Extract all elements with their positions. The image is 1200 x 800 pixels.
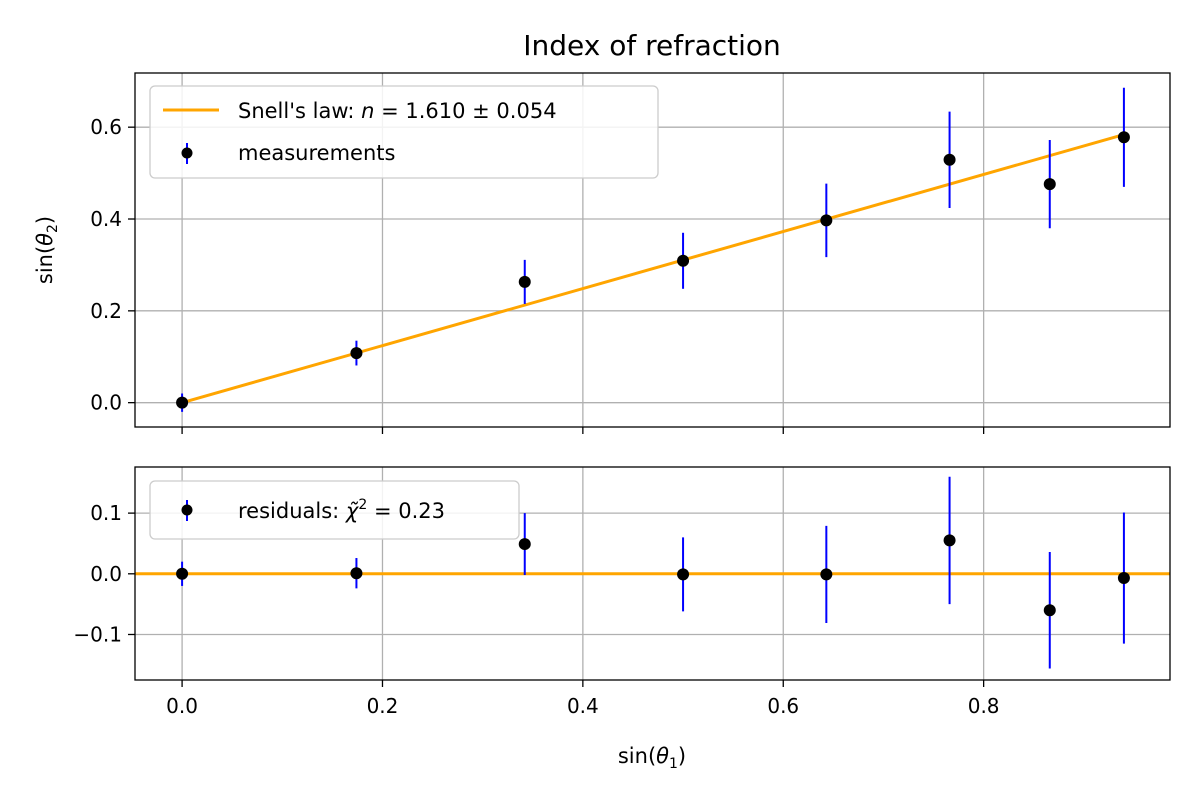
bottom-y-tick-label: 0.0 — [90, 562, 122, 586]
top-legend-box — [149, 85, 659, 179]
top-axes-frame — [134, 72, 1171, 428]
bottom-x-tick-label: 0.2 — [367, 694, 399, 718]
top-panel: 0.00.20.40.6 sin(θ2) Snell's law: n = 1.… — [33, 72, 1171, 434]
legend-marker-swatch — [181, 147, 193, 159]
bottom-legend: residuals: χ̃2 = 0.23 — [149, 480, 520, 540]
bottom-data-point — [820, 568, 833, 581]
bottom-ticks: 0.0 0.2 0.4 0.6 0.8 0.1 0.0 −0.1 — [73, 501, 999, 718]
bottom-y-tick-label: −0.1 — [73, 622, 122, 646]
bottom-x-tick-label: 0.6 — [767, 694, 799, 718]
legend-residual-marker-swatch — [181, 504, 193, 516]
top-y-tick-label: 0.6 — [90, 115, 122, 139]
bottom-data-point — [350, 567, 363, 580]
top-data-point — [820, 214, 833, 227]
legend-label-measurements: measurements — [238, 141, 395, 165]
top-series — [176, 87, 1130, 412]
top-data-point — [943, 153, 956, 166]
bottom-x-tick-label: 0.0 — [166, 694, 198, 718]
legend-label-residuals: residuals: χ̃2 = 0.23 — [238, 497, 445, 523]
bottom-data-point — [176, 567, 189, 580]
bottom-legend-box — [149, 480, 520, 540]
bottom-data-point — [677, 568, 690, 581]
bottom-series — [135, 476, 1170, 669]
legend-label-snells-law: Snell's law: n = 1.610 ± 0.054 — [238, 99, 557, 123]
top-data-point — [1043, 178, 1056, 191]
top-ticks: 0.0 0.2 0.4 0.6 — [90, 115, 985, 434]
bottom-x-tick-label: 0.4 — [567, 694, 599, 718]
chart-title: Index of refraction — [523, 29, 781, 62]
top-y-tick-label: 0.2 — [90, 299, 122, 323]
bottom-data-point — [518, 538, 531, 551]
top-legend: Snell's law: n = 1.610 ± 0.054 measureme… — [149, 85, 659, 179]
bottom-data-point — [1043, 604, 1056, 617]
bottom-x-tick-label: 0.8 — [968, 694, 1000, 718]
top-data-point — [677, 254, 690, 267]
top-y-tick-label: 0.4 — [90, 207, 122, 231]
bottom-y-tick-label: 0.1 — [90, 501, 122, 525]
top-y-tick-label: 0.0 — [90, 391, 122, 415]
bottom-data-point — [1117, 572, 1130, 585]
top-data-point — [518, 275, 531, 288]
bottom-data-point — [943, 534, 956, 547]
fit-line — [181, 133, 1125, 405]
top-data-point — [1117, 131, 1130, 144]
top-data-point — [176, 396, 189, 409]
top-data-point — [350, 347, 363, 360]
